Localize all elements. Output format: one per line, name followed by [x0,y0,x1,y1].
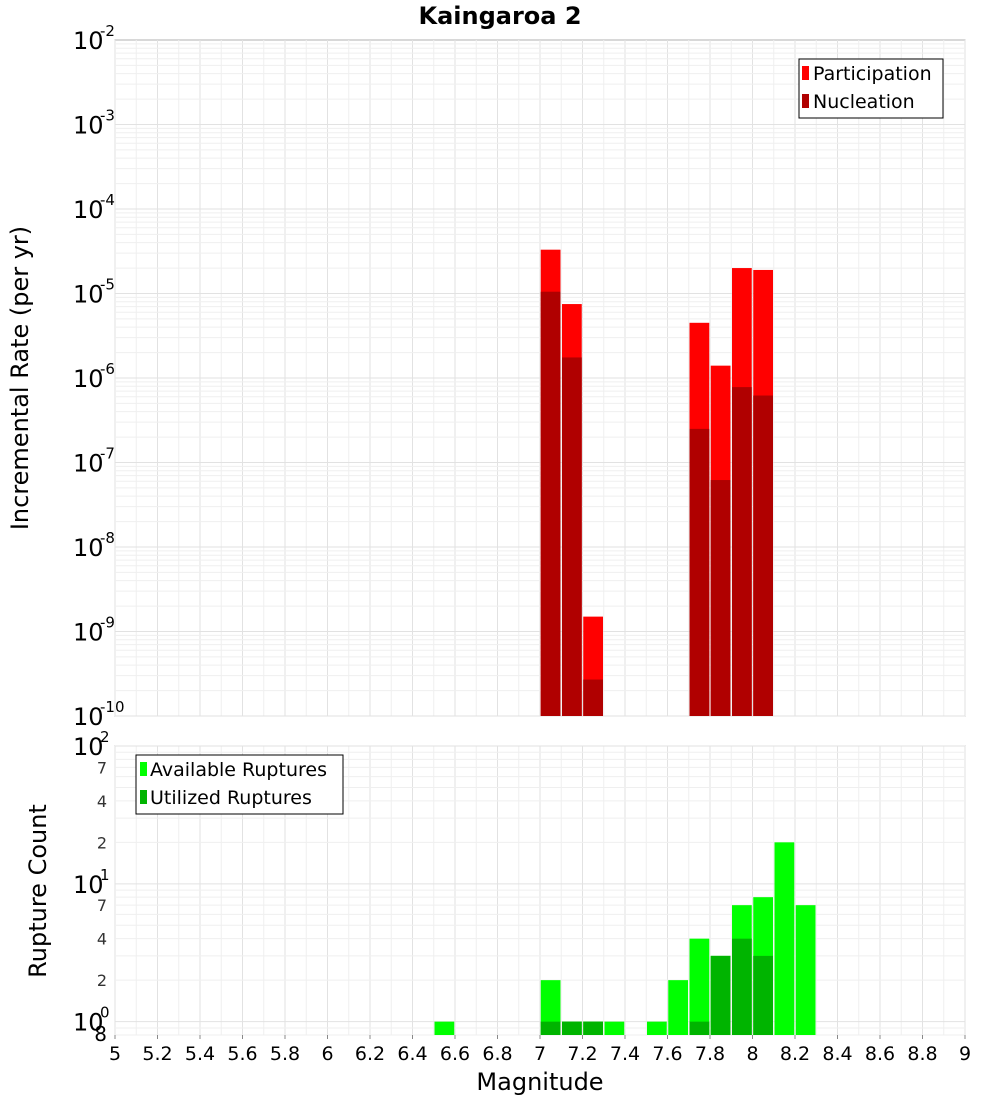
y-minor-tick-label: 7 [97,758,107,777]
count-bar-a [668,980,688,1035]
x-tick-label: 6 [321,1043,333,1065]
x-tick-label: 8.4 [822,1043,852,1065]
y-tick-exponent: 0 [100,1004,110,1022]
count-bar-a [434,1021,455,1035]
x-tick-label: 7.4 [610,1043,640,1065]
x-tick-label: 7.6 [652,1043,682,1065]
rate-bar-b [710,480,731,716]
x-tick-label: 6.4 [397,1043,427,1065]
x-tick-label: 7.8 [695,1043,725,1065]
y-tick-label: 10 [73,365,104,393]
y-tick-label: 10 [73,534,104,562]
top-y-axis-label: Incremental Rate (per yr) [6,226,34,530]
x-tick-label: 6.2 [355,1043,385,1065]
y-minor-tick-label: 2 [97,971,107,990]
legend-swatch-nucleation [802,94,809,108]
count-bar-b [562,1021,582,1035]
y-tick-exponent: -7 [100,445,115,463]
rate-bar-b [540,291,561,716]
x-tick-label: 5.8 [270,1043,300,1065]
y-tick-exponent: -3 [100,107,115,125]
y-tick-label: 10 [73,281,104,309]
count-bar-b [710,955,731,1035]
legend-swatch-utilized [140,790,147,804]
x-tick-label: 5.4 [185,1043,215,1065]
x-tick-label: 9 [959,1043,971,1065]
x-tick-label: 5 [109,1043,121,1065]
y-minor-tick-label: 7 [97,896,107,915]
x-tick-label: 6.6 [440,1043,470,1065]
y-tick-exponent: -2 [100,22,115,40]
count-bar-a [604,1021,625,1035]
count-bar-a [774,842,795,1035]
count-bar-b [753,955,773,1035]
y-tick-exponent: 1 [100,866,110,884]
x-ticks: 5 5.2 5.4 5.6 5.8 6 6.2 6.4 6.6 6.8 7 7.2 7.4 7.6 7.8 8… [109,1035,971,1065]
count-bar-a [689,938,710,1035]
rate-bar-b [583,679,603,716]
top-legend-box [798,58,944,119]
count-bar-a [540,980,561,1035]
top-grid [114,40,966,717]
x-tick-label: 8.6 [865,1043,895,1065]
count-bar-a [795,905,816,1035]
y-tick-label: 10 [73,733,104,761]
bottom-y-axis-label: Rupture Count [24,804,52,978]
x-tick-label: 7 [534,1043,546,1065]
y-tick-exponent: -9 [100,614,115,632]
y-tick-exponent: -10 [100,698,125,716]
rate-bar-b [562,357,582,716]
x-tick-label: 8 [746,1043,758,1065]
count-bar-b [732,938,752,1035]
bottom-legend: Available Ruptures Utilized Ruptures [135,754,344,815]
bottom-legend-box [135,754,344,815]
y-tick-label: 10 [73,112,104,140]
bottom-bars [434,842,816,1035]
legend-label-available: Available Ruptures [150,759,327,781]
legend-swatch-available [140,762,147,776]
count-bar-b [540,1021,561,1035]
count-bar-b [583,1021,603,1035]
top-legend: Participation Nucleation [798,58,944,119]
legend-swatch-participation [802,66,809,80]
y-tick-label: 10 [73,703,104,731]
y-tick-label: 10 [73,871,104,899]
y-tick-exponent: 2 [100,728,110,746]
rate-bar-b [753,395,773,716]
top-bars [540,249,773,716]
y-minor-tick-label: 4 [97,930,107,949]
rate-bar-b [689,428,710,716]
count-bar-a [647,1021,667,1035]
rate-bar-b [732,387,752,716]
chart-title: Kaingaroa 2 [418,2,581,30]
y-tick-exponent: -5 [100,276,115,294]
y-tick-exponent: -4 [100,191,115,209]
y-minor-tick-label: 2 [97,833,107,852]
y-tick-label: 10 [73,196,104,224]
y-minor-tick-label: 8 [94,1022,107,1046]
x-tick-label: 8.8 [907,1043,937,1065]
y-minor-tick-label: 4 [97,792,107,811]
count-bar-b [689,1021,710,1035]
x-tick-label: 8.2 [780,1043,810,1065]
x-axis-label: Magnitude [476,1068,603,1096]
legend-label-participation: Participation [813,63,932,85]
y-tick-label: 10 [73,27,104,55]
y-tick-exponent: -8 [100,529,115,547]
x-tick-label: 5.2 [142,1043,172,1065]
top-y-ticks: 10-210-310-410-510-610-710-810-910-10 [73,22,125,731]
legend-label-nucleation: Nucleation [813,91,915,113]
x-tick-label: 6.8 [482,1043,512,1065]
y-tick-exponent: -6 [100,360,115,378]
y-tick-label: 10 [73,619,104,647]
y-tick-label: 10 [73,450,104,478]
y-tick-label: 10 [73,1009,104,1037]
top-panel: 10-210-310-410-510-610-710-810-910-10 In… [6,22,966,731]
legend-label-utilized: Utilized Ruptures [150,787,312,809]
x-tick-label: 7.2 [567,1043,597,1065]
x-tick-label: 5.6 [227,1043,257,1065]
